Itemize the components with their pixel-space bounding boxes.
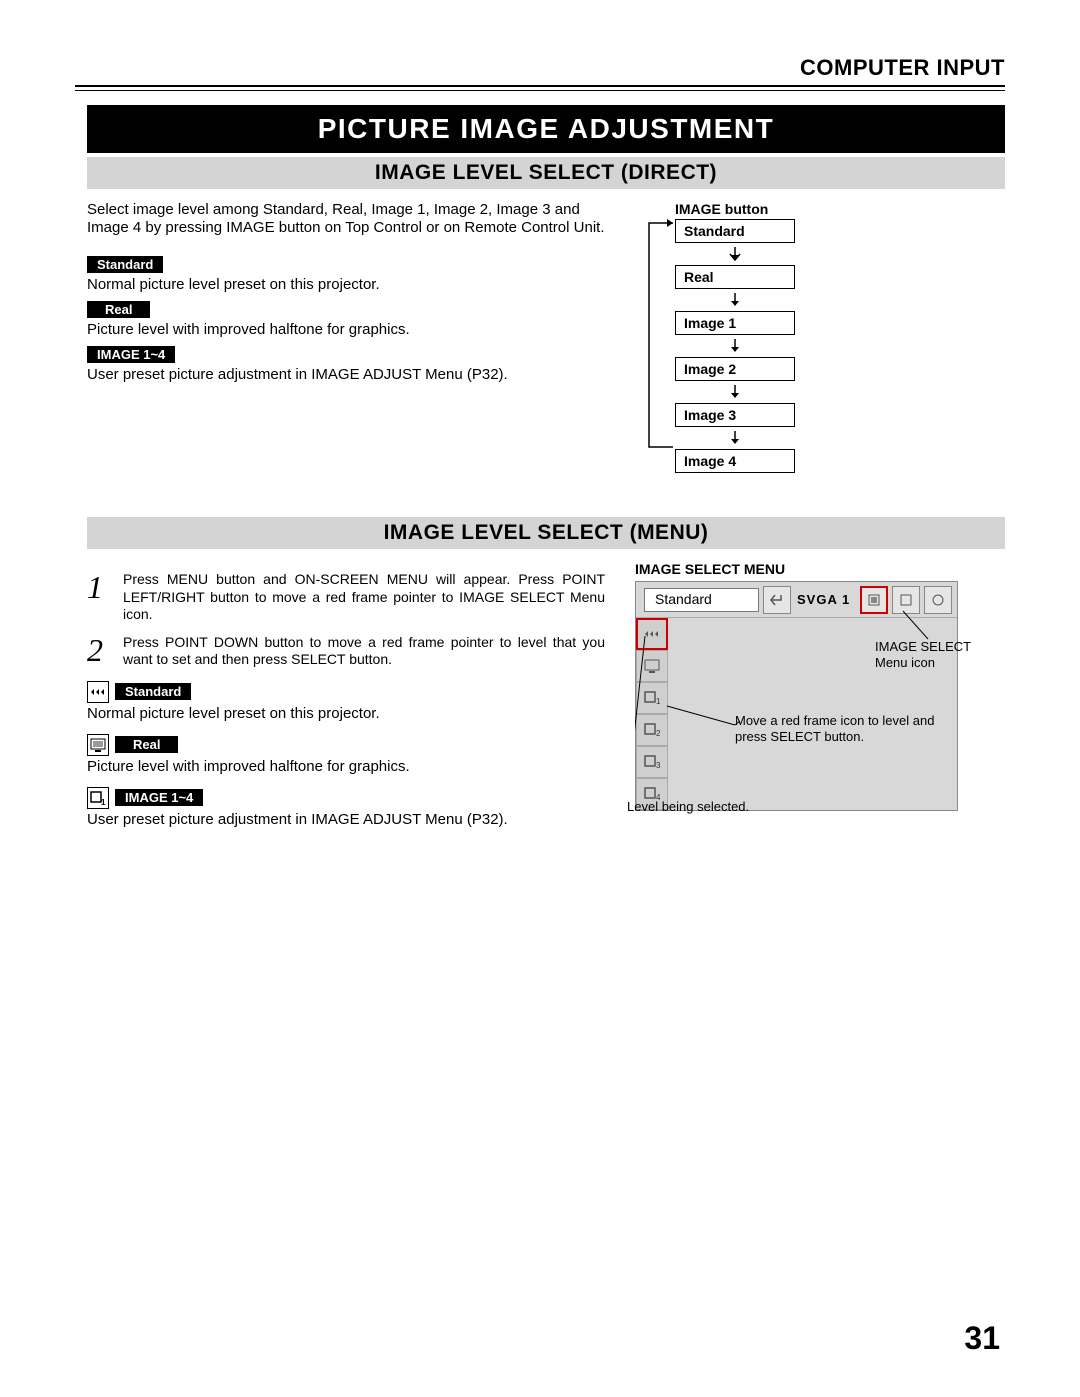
osd-item-2: 2 [636,714,668,746]
section1-body: Select image level among Standard, Real,… [87,201,1005,477]
subheader-direct: IMAGE LEVEL SELECT (DIRECT) [87,157,1005,189]
annot-level: Level being selected. [627,799,827,815]
step-1-text: Press MENU button and ON-SCREEN MENU wil… [123,571,605,624]
step-2-num: 2 [87,634,109,669]
chip-image14: IMAGE 1~4 [87,346,175,363]
row-image14: 1 IMAGE 1~4 [87,787,605,809]
chip-real: Real [87,301,150,318]
desc-standard-2: Normal picture level preset on this proj… [87,705,605,722]
svg-text:2: 2 [656,729,661,738]
chip-real-2: Real [115,736,178,753]
section-header: COMPUTER INPUT [75,55,1005,85]
desc-image14: User preset picture adjustment in IMAGE … [87,366,605,383]
chip-image14-2: IMAGE 1~4 [115,789,203,806]
row-standard: Standard [87,681,605,703]
osd-field: Standard [644,588,759,612]
desc-standard: Normal picture level preset on this proj… [87,276,605,293]
step-2: 2 Press POINT DOWN button to move a red … [87,634,605,669]
osd-panel: Standard SVGA 1 1 2 3 4 [635,581,958,811]
header-rule [75,85,1005,91]
real-icon [87,734,109,756]
desc-image14-2: User preset picture adjustment in IMAGE … [87,811,605,828]
standard-icon [87,681,109,703]
section1-right: IMAGE button Standard Real Image 1 Image… [635,201,1005,477]
row-real: Real [87,734,605,756]
flow-arrow-icon [675,293,795,307]
flow-return-arrow [645,219,675,451]
flow-real: Real [675,265,795,289]
page-title: PICTURE IMAGE ADJUSTMENT [87,105,1005,153]
osd-select-icon [860,586,888,614]
page-number: 31 [964,1320,1000,1357]
section2-left: 1 Press MENU button and ON-SCREEN MENU w… [87,561,605,828]
osd-right-icon [924,586,952,614]
step-1-num: 1 [87,571,109,624]
step-1: 1 Press MENU button and ON-SCREEN MENU w… [87,571,605,624]
flow-image3: Image 3 [675,403,795,427]
osd-item-real [636,650,668,682]
osd-menu-icon [892,586,920,614]
flow-title: IMAGE button [675,201,835,217]
svg-text:1: 1 [101,798,106,806]
osd-item-1: 1 [636,682,668,714]
flow-image1: Image 1 [675,311,795,335]
svg-text:1: 1 [656,697,661,706]
flow-image2: Image 2 [675,357,795,381]
osd-item-standard [636,618,668,650]
section2-body: 1 Press MENU button and ON-SCREEN MENU w… [87,561,1005,828]
flow-image4: Image 4 [675,449,795,473]
annot-icon: IMAGE SELECT Menu icon [875,639,995,670]
chip-standard: Standard [87,256,163,273]
flow-arrow-icon [675,431,795,445]
osd-item-3: 3 [636,746,668,778]
osd-back-icon [763,586,791,614]
flow-arrow-icon [675,385,795,399]
flow-standard: Standard [675,219,795,243]
osd-column: 1 2 3 4 [636,618,668,810]
step-2-text: Press POINT DOWN button to move a red fr… [123,634,605,669]
osd-mode: SVGA 1 [791,592,856,607]
osd-title: IMAGE SELECT MENU [635,561,1005,577]
svg-text:3: 3 [656,761,661,770]
desc-real: Picture level with improved halftone for… [87,321,605,338]
osd-topbar: Standard SVGA 1 [636,582,957,618]
section1-left: Select image level among Standard, Real,… [87,201,605,477]
subheader-menu: IMAGE LEVEL SELECT (MENU) [87,517,1005,549]
image14-icon: 1 [87,787,109,809]
chip-standard-2: Standard [115,683,191,700]
annot-move: Move a red frame icon to level and press… [735,713,965,744]
image-button-flow: IMAGE button Standard Real Image 1 Image… [635,201,835,473]
flow-arrow-icon [675,339,795,353]
desc-real-2: Picture level with improved halftone for… [87,758,605,775]
flow-arrow-icon [675,247,795,261]
section1-intro: Select image level among Standard, Real,… [87,201,605,238]
section2-right: IMAGE SELECT MENU Standard SVGA 1 1 2 3 … [635,561,1005,828]
